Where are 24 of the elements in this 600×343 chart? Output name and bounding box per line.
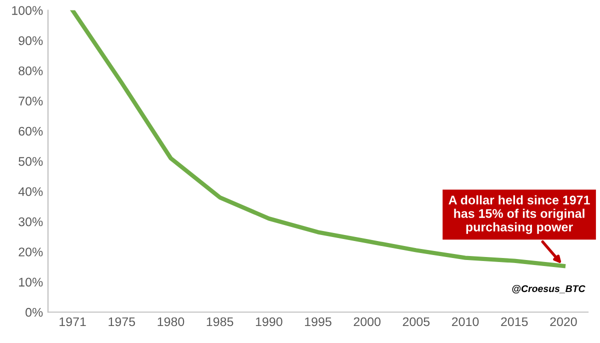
- x-tick-label: 1980: [158, 317, 184, 326]
- y-tick-label: 30%: [18, 217, 43, 226]
- y-tick-label: 40%: [18, 187, 43, 196]
- x-tick-label: 1990: [256, 317, 282, 326]
- x-tick-label: 2005: [402, 317, 430, 326]
- x-tick-label: 2000: [354, 317, 381, 326]
- x-tick-label: 2015: [501, 317, 528, 326]
- annotation: @Croesus_BTC: [512, 284, 586, 294]
- annotation: A dollar held since 1971 has 15% of its original purchasing power: [448, 195, 590, 234]
- y-tick-label: 100%: [12, 6, 43, 15]
- x-tick-label: 1995: [305, 317, 332, 326]
- y-tick-label: 20%: [18, 248, 43, 256]
- y-tick-label: 80%: [18, 66, 43, 76]
- y-tick-label: 50%: [18, 157, 43, 166]
- y-tick-label: 10%: [19, 278, 43, 287]
- y-tick-label: 90%: [18, 36, 43, 46]
- x-tick-label: 1971: [60, 317, 86, 326]
- y-tick-label: 60%: [18, 126, 43, 136]
- x-tick-label: 1975: [108, 317, 136, 326]
- y-tick-label: 70%: [18, 96, 43, 106]
- x-tick-label: 2010: [452, 317, 479, 326]
- y-tick-label: 0%: [26, 308, 43, 317]
- x-tick-label: 1985: [206, 317, 234, 326]
- x-tick-label: 2020: [550, 317, 577, 326]
